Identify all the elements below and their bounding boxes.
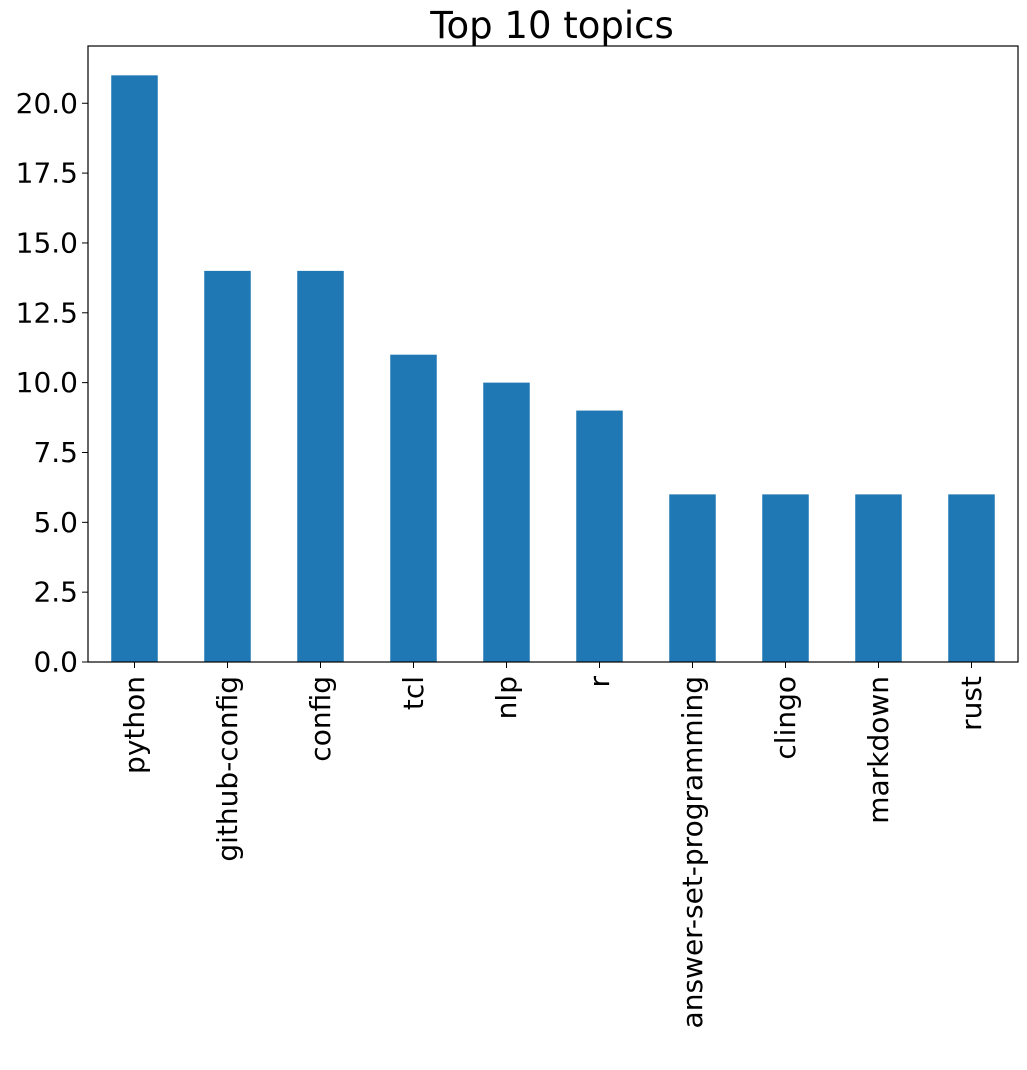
x-tick-label: python <box>118 676 151 774</box>
bars-layer <box>111 75 995 662</box>
bar-answer-set-programming <box>669 494 716 662</box>
plot-frame <box>87 45 1019 663</box>
y-tick-label: 0.0 <box>33 646 78 679</box>
bar-python <box>111 75 158 662</box>
y-tick-label: 17.5 <box>16 157 78 190</box>
bar-rust <box>948 494 995 662</box>
bar-r <box>576 410 623 662</box>
bar-nlp <box>483 382 530 662</box>
x-tick-label: answer-set-programming <box>676 676 709 1028</box>
y-tick-label: 12.5 <box>16 296 78 329</box>
y-tick-label: 5.0 <box>33 506 78 539</box>
bar-clingo <box>762 494 809 662</box>
chart-title: Top 10 topics <box>429 4 674 47</box>
y-axis: 0.0 2.5 5.0 7.5 10.0 12.5 15.0 17.5 20.0 <box>16 87 88 679</box>
y-tick-label: 10.0 <box>16 366 78 399</box>
x-tick-label: rust <box>955 676 988 731</box>
bar-markdown <box>855 494 902 662</box>
x-tick-label: clingo <box>769 676 802 760</box>
y-tick-label: 20.0 <box>16 87 78 120</box>
x-tick-label: tcl <box>397 676 430 710</box>
bar-github-config <box>204 270 251 662</box>
x-tick-label: r <box>583 676 616 688</box>
y-tick-label: 7.5 <box>33 436 78 469</box>
bar-config <box>297 270 344 662</box>
x-tick-label: github-config <box>211 676 244 862</box>
x-tick-label: config <box>304 676 337 762</box>
y-tick-label: 2.5 <box>33 576 78 609</box>
x-tick-label: markdown <box>862 676 895 824</box>
x-tick-label: nlp <box>490 676 523 719</box>
x-axis: python github-config config tcl nlp r answer-s… <box>118 662 988 1028</box>
y-tick-label: 15.0 <box>16 226 78 259</box>
bar-tcl <box>390 354 437 662</box>
